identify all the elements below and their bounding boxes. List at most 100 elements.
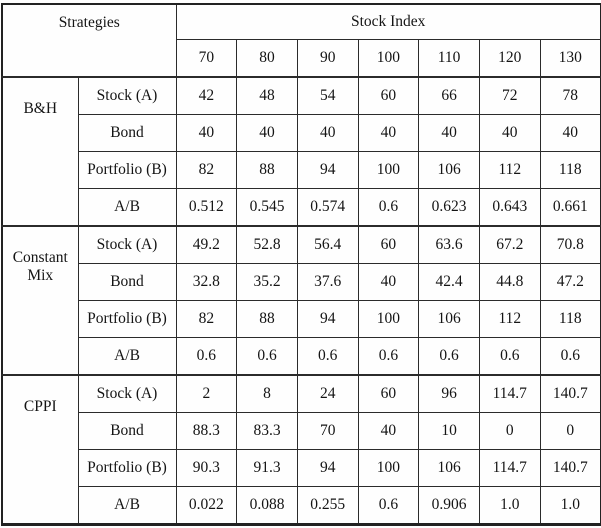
cell-value: 0.906 — [418, 486, 480, 525]
cell-value: 1.0 — [478, 486, 541, 525]
cell-value: 106 — [418, 449, 480, 487]
cell-value: 63.6 — [418, 225, 480, 264]
cell-value: 0.6 — [357, 486, 420, 525]
index-level-cell: 80 — [236, 39, 298, 78]
row-label: Portfolio (B) — [77, 449, 177, 487]
cell-value: 88.3 — [175, 412, 238, 450]
cell-value: 94 — [296, 151, 359, 189]
cell-value: 60 — [357, 225, 420, 264]
cell-value: 40 — [296, 114, 359, 152]
cell-value: 0.6 — [296, 337, 359, 376]
cell-value: 88 — [236, 300, 298, 338]
row-label: Stock (A) — [77, 76, 177, 115]
cell-value: 114.7 — [478, 449, 541, 487]
cell-value: 100 — [357, 151, 420, 189]
cell-value: 0.022 — [175, 486, 238, 525]
cell-value: 0 — [478, 412, 541, 450]
cell-value: 42 — [175, 76, 238, 115]
cell-value: 2 — [175, 374, 238, 413]
cell-value: 60 — [357, 76, 420, 115]
cell-value: 40 — [357, 114, 420, 152]
cell-value: 54 — [296, 76, 359, 115]
table-row-bh-stock: B&H Stock (A) 42 48 54 60 66 72 78 — [1, 76, 601, 227]
index-level-cell: 70 — [175, 39, 238, 78]
row-label: Portfolio (B) — [77, 151, 177, 189]
cell-value: 8 — [236, 374, 298, 413]
cell-value: 94 — [296, 300, 359, 338]
cell-value: 48 — [236, 76, 298, 115]
table-row-bh-ab: A/B 0.512 0.545 0.574 0.6 0.623 0.643 0.… — [2, 188, 601, 227]
cell-value: 24 — [296, 374, 359, 413]
cell-value: 0.6 — [478, 337, 541, 376]
row-label: Portfolio (B) — [77, 300, 177, 338]
cell-value: 114.7 — [478, 374, 541, 413]
cell-value: 0.6 — [539, 337, 601, 376]
cell-value: 88 — [236, 151, 298, 189]
row-label: Bond — [77, 114, 177, 152]
index-levels-row: 70 80 90 100 110 120 130 — [2, 39, 601, 78]
table-row-cm-ab: A/B 0.6 0.6 0.6 0.6 0.6 0.6 0.6 — [2, 337, 601, 376]
index-level-cell: 110 — [418, 39, 480, 78]
stock-index-header-cell: Stock Index — [175, 3, 601, 40]
index-level-cell: 120 — [478, 39, 541, 78]
cell-value: 56.4 — [296, 225, 359, 264]
strategy-name-constant-mix: Constant Mix — [1, 225, 79, 376]
cell-value: 90.3 — [175, 449, 238, 487]
cell-value: 106 — [418, 300, 480, 338]
cell-value: 0.545 — [236, 188, 298, 227]
index-level-cell: 100 — [357, 39, 420, 78]
cell-value: 0.6 — [357, 188, 420, 227]
cell-value: 106 — [418, 151, 480, 189]
strategy-name-bh: B&H — [1, 76, 79, 227]
cell-value: 0.6 — [357, 337, 420, 376]
row-label: Stock (A) — [77, 225, 177, 264]
cell-value: 83.3 — [236, 412, 298, 450]
cell-value: 67.2 — [478, 225, 541, 264]
cell-value: 0 — [539, 412, 601, 450]
cell-value: 37.6 — [296, 263, 359, 301]
cell-value: 0.088 — [236, 486, 298, 525]
cell-value: 40 — [175, 114, 238, 152]
cell-value: 44.8 — [478, 263, 541, 301]
table-row-cppi-portfolio: Portfolio (B) 90.3 91.3 94 100 106 114.7… — [2, 449, 601, 487]
cell-value: 0.661 — [539, 188, 601, 227]
cell-value: 91.3 — [236, 449, 298, 487]
row-label: Stock (A) — [77, 374, 177, 413]
cell-value: 0.512 — [175, 188, 238, 227]
cell-value: 82 — [175, 300, 238, 338]
cell-value: 118 — [539, 151, 601, 189]
cell-value: 32.8 — [175, 263, 238, 301]
cell-value: 0.6 — [175, 337, 238, 376]
cell-value: 10 — [418, 412, 480, 450]
row-label: A/B — [77, 486, 177, 525]
cell-value: 96 — [418, 374, 480, 413]
cell-value: 40 — [478, 114, 541, 152]
cell-value: 140.7 — [539, 449, 601, 487]
cell-value: 0.623 — [418, 188, 480, 227]
cell-value: 47.2 — [539, 263, 601, 301]
cell-value: 40 — [539, 114, 601, 152]
header-row: Strategies Stock Index — [1, 3, 601, 78]
table-row-cppi-bond: Bond 88.3 83.3 70 40 10 0 0 — [2, 412, 601, 450]
cell-value: 40 — [236, 114, 298, 152]
index-level-cell: 130 — [539, 39, 601, 78]
cell-value: 70 — [296, 412, 359, 450]
cell-value: 0.6 — [236, 337, 298, 376]
table-row-cppi-stock: CPPI Stock (A) 2 8 24 60 96 114.7 140.7 — [1, 374, 601, 525]
table-row-cm-portfolio: Portfolio (B) 82 88 94 100 106 112 118 — [2, 300, 601, 338]
cell-value: 66 — [418, 76, 480, 115]
index-level-cell: 90 — [296, 39, 359, 78]
strategies-stock-index-table: Strategies Stock Index 70 80 90 100 110 … — [1, 3, 601, 526]
cell-value: 40 — [357, 263, 420, 301]
cell-value: 42.4 — [418, 263, 480, 301]
cell-value: 35.2 — [236, 263, 298, 301]
cell-value: 100 — [357, 300, 420, 338]
cell-value: 118 — [539, 300, 601, 338]
cell-value: 94 — [296, 449, 359, 487]
cell-value: 40 — [418, 114, 480, 152]
row-label: Bond — [77, 263, 177, 301]
cell-value: 72 — [478, 76, 541, 115]
cell-value: 0.6 — [418, 337, 480, 376]
cell-value: 100 — [357, 449, 420, 487]
cell-value: 1.0 — [539, 486, 601, 525]
